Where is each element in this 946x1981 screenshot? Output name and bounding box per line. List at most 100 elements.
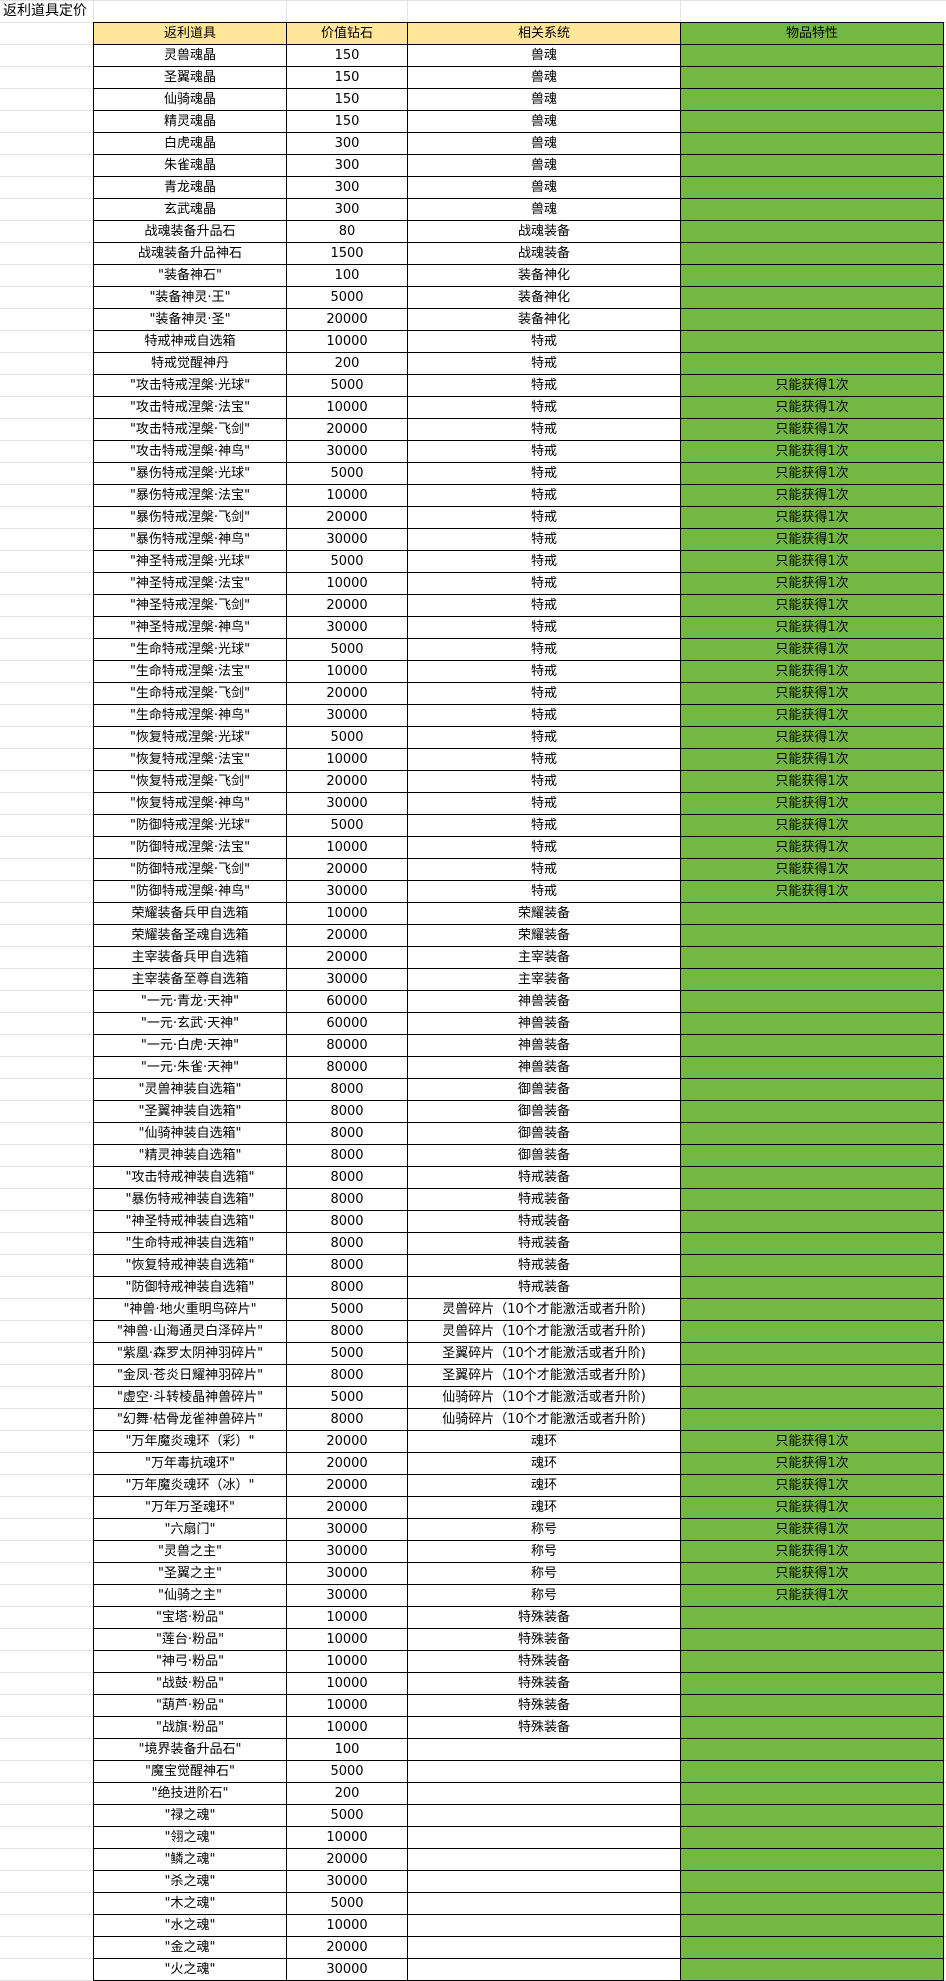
item-feature-cell[interactable]: 只能获得1次 <box>680 616 944 639</box>
related-system-cell[interactable]: 称号 <box>407 1518 681 1541</box>
related-system-cell[interactable]: 圣翼碎片（10个才能激活或者升阶) <box>407 1364 681 1387</box>
item-name-cell[interactable]: "绝技进阶石" <box>93 1782 287 1805</box>
diamond-value-cell[interactable]: 20000 <box>286 770 408 793</box>
item-name-cell[interactable]: "精灵神装自选箱" <box>93 1144 287 1167</box>
item-name-cell[interactable]: 白虎魂晶 <box>93 132 287 155</box>
related-system-cell[interactable]: 特戒 <box>407 330 681 353</box>
item-feature-cell[interactable] <box>680 1672 944 1695</box>
item-feature-cell[interactable]: 只能获得1次 <box>680 770 944 793</box>
related-system-cell[interactable]: 兽魂 <box>407 132 681 155</box>
related-system-cell[interactable]: 特戒 <box>407 858 681 881</box>
item-feature-cell[interactable]: 只能获得1次 <box>680 396 944 419</box>
item-name-cell[interactable]: "灵兽神装自选箱" <box>93 1078 287 1101</box>
related-system-cell[interactable]: 魂环 <box>407 1430 681 1453</box>
related-system-cell[interactable]: 特戒 <box>407 704 681 727</box>
item-name-cell[interactable]: "暴伤特戒涅槃·神鸟" <box>93 528 287 551</box>
item-name-cell[interactable]: "神圣特戒神装自选箱" <box>93 1210 287 1233</box>
diamond-value-cell[interactable]: 80 <box>286 220 408 243</box>
item-name-cell[interactable]: "禄之魂" <box>93 1804 287 1827</box>
item-name-cell[interactable]: 战魂装备升品石 <box>93 220 287 243</box>
item-feature-cell[interactable] <box>680 198 944 221</box>
diamond-value-cell[interactable]: 5000 <box>286 1804 408 1827</box>
diamond-value-cell[interactable]: 10000 <box>286 1826 408 1849</box>
diamond-value-cell[interactable]: 10000 <box>286 902 408 925</box>
diamond-value-cell[interactable]: 10000 <box>286 1716 408 1739</box>
item-name-cell[interactable]: "魔宝觉醒神石" <box>93 1760 287 1783</box>
item-name-cell[interactable]: "杀之魂" <box>93 1870 287 1893</box>
item-name-cell[interactable]: "境界装备升品石" <box>93 1738 287 1761</box>
related-system-cell[interactable]: 兽魂 <box>407 198 681 221</box>
item-feature-cell[interactable] <box>680 1936 944 1959</box>
item-name-cell[interactable]: "虚空·斗转棱晶神兽碎片" <box>93 1386 287 1409</box>
related-system-cell[interactable]: 兽魂 <box>407 44 681 67</box>
related-system-cell[interactable]: 神兽装备 <box>407 1012 681 1035</box>
related-system-cell[interactable] <box>407 1804 681 1827</box>
item-name-cell[interactable]: "神兽·山海通灵白泽碎片" <box>93 1320 287 1343</box>
related-system-cell[interactable]: 兽魂 <box>407 66 681 89</box>
item-name-cell[interactable]: "神兽·地火重明鸟碎片" <box>93 1298 287 1321</box>
diamond-value-cell[interactable]: 30000 <box>286 1584 408 1607</box>
item-feature-cell[interactable] <box>680 1408 944 1431</box>
related-system-cell[interactable] <box>407 1826 681 1849</box>
item-name-cell[interactable]: "万年魔炎魂环（彩）" <box>93 1430 287 1453</box>
item-feature-cell[interactable]: 只能获得1次 <box>680 1496 944 1519</box>
item-feature-cell[interactable] <box>680 154 944 177</box>
diamond-value-cell[interactable]: 30000 <box>286 1540 408 1563</box>
item-feature-cell[interactable]: 只能获得1次 <box>680 418 944 441</box>
diamond-value-cell[interactable]: 10000 <box>286 836 408 859</box>
item-feature-cell[interactable]: 只能获得1次 <box>680 682 944 705</box>
related-system-cell[interactable]: 装备神化 <box>407 308 681 331</box>
item-feature-cell[interactable] <box>680 132 944 155</box>
item-name-cell[interactable]: "恢复特戒涅槃·光球" <box>93 726 287 749</box>
diamond-value-cell[interactable]: 80000 <box>286 1056 408 1079</box>
item-feature-cell[interactable] <box>680 902 944 925</box>
related-system-cell[interactable]: 主宰装备 <box>407 968 681 991</box>
item-name-cell[interactable]: "一元·玄武·天神" <box>93 1012 287 1035</box>
item-name-cell[interactable]: "暴伤特戒涅槃·飞剑" <box>93 506 287 529</box>
diamond-value-cell[interactable]: 5000 <box>286 1298 408 1321</box>
related-system-cell[interactable]: 神兽装备 <box>407 990 681 1013</box>
item-name-cell[interactable]: "防御特戒神装自选箱" <box>93 1276 287 1299</box>
related-system-cell[interactable]: 称号 <box>407 1540 681 1563</box>
item-name-cell[interactable]: "暴伤特戒涅槃·法宝" <box>93 484 287 507</box>
related-system-cell[interactable]: 神兽装备 <box>407 1056 681 1079</box>
related-system-cell[interactable]: 圣翼碎片（10个才能激活或者升阶) <box>407 1342 681 1365</box>
item-feature-cell[interactable]: 只能获得1次 <box>680 748 944 771</box>
diamond-value-cell[interactable]: 10000 <box>286 1914 408 1937</box>
diamond-value-cell[interactable]: 5000 <box>286 374 408 397</box>
diamond-value-cell[interactable]: 30000 <box>286 1562 408 1585</box>
diamond-value-cell[interactable]: 8000 <box>286 1144 408 1167</box>
item-feature-cell[interactable] <box>680 1914 944 1937</box>
related-system-cell[interactable]: 灵兽碎片（10个才能激活或者升阶) <box>407 1298 681 1321</box>
header-item[interactable]: 返利道具 <box>93 22 287 45</box>
related-system-cell[interactable] <box>407 1914 681 1937</box>
item-feature-cell[interactable] <box>680 990 944 1013</box>
item-feature-cell[interactable] <box>680 1870 944 1893</box>
item-feature-cell[interactable] <box>680 1628 944 1651</box>
item-name-cell[interactable]: "紫凰·森罗太阴神羽碎片" <box>93 1342 287 1365</box>
item-feature-cell[interactable]: 只能获得1次 <box>680 550 944 573</box>
diamond-value-cell[interactable]: 20000 <box>286 1848 408 1871</box>
related-system-cell[interactable]: 特戒装备 <box>407 1210 681 1233</box>
related-system-cell[interactable]: 兽魂 <box>407 176 681 199</box>
item-name-cell[interactable]: "神圣特戒涅槃·飞剑" <box>93 594 287 617</box>
related-system-cell[interactable]: 特戒 <box>407 792 681 815</box>
item-feature-cell[interactable] <box>680 1738 944 1761</box>
item-name-cell[interactable]: "防御特戒涅槃·飞剑" <box>93 858 287 881</box>
item-feature-cell[interactable] <box>680 1782 944 1805</box>
related-system-cell[interactable]: 特戒 <box>407 616 681 639</box>
item-feature-cell[interactable] <box>680 1122 944 1145</box>
item-feature-cell[interactable]: 只能获得1次 <box>680 1540 944 1563</box>
related-system-cell[interactable]: 特戒 <box>407 880 681 903</box>
header-related-system[interactable]: 相关系统 <box>407 22 681 45</box>
item-name-cell[interactable]: "幻舞·枯骨龙雀神兽碎片" <box>93 1408 287 1431</box>
item-name-cell[interactable]: "鳞之魂" <box>93 1848 287 1871</box>
item-feature-cell[interactable]: 只能获得1次 <box>680 1474 944 1497</box>
item-feature-cell[interactable] <box>680 1232 944 1255</box>
related-system-cell[interactable] <box>407 1738 681 1761</box>
item-name-cell[interactable]: "万年毒抗魂环" <box>93 1452 287 1475</box>
item-feature-cell[interactable] <box>680 1694 944 1717</box>
related-system-cell[interactable]: 特戒 <box>407 352 681 375</box>
diamond-value-cell[interactable]: 10000 <box>286 572 408 595</box>
diamond-value-cell[interactable]: 100 <box>286 1738 408 1761</box>
